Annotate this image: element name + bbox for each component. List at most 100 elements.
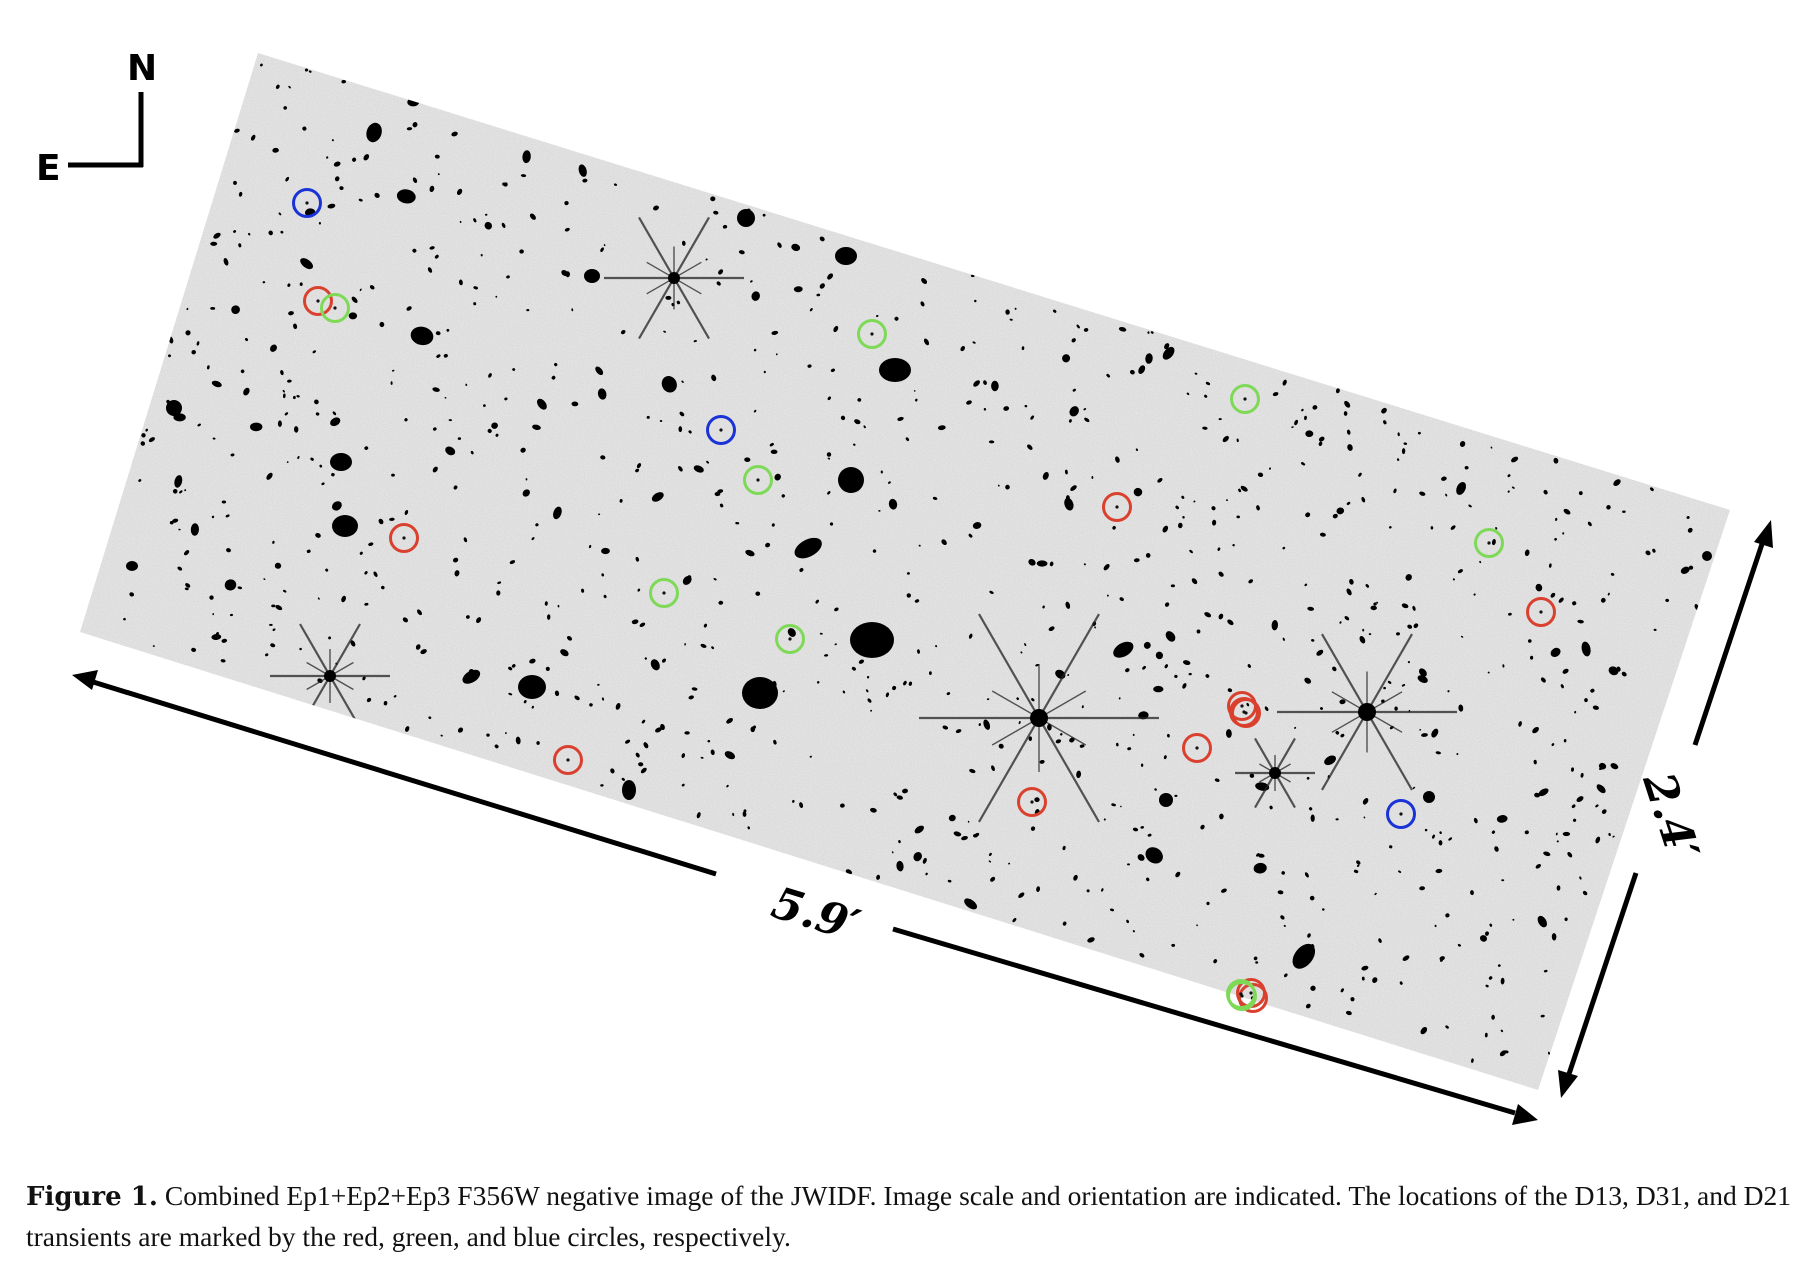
faint-source [174,475,183,488]
faint-source [1164,343,1170,350]
faint-source [502,182,506,186]
faint-source [1305,1003,1311,1009]
transient-source-dot [333,306,337,310]
faint-source [620,329,626,335]
faint-source [1396,632,1400,636]
faint-source [250,134,256,141]
faint-source [1473,593,1476,596]
faint-source [1304,872,1309,878]
faint-source [138,479,142,482]
faint-source [1283,924,1286,927]
faint-source [713,210,719,215]
d21-marker [1386,799,1416,829]
faint-source [1374,892,1377,896]
faint-source [1508,612,1512,616]
faint-source [318,222,322,225]
transient-source-dot [1243,397,1247,401]
d31-marker [320,293,350,323]
faint-source [314,399,319,405]
faint-source [679,411,685,417]
faint-source [1018,721,1021,725]
faint-source [373,571,378,577]
faint-source [412,248,417,253]
faint-source [1383,420,1387,425]
faint-source [1497,964,1501,967]
faint-source [619,499,623,503]
faint-source [1491,1014,1495,1020]
faint-source [237,586,243,590]
faint-source [1181,495,1185,499]
faint-source [1030,826,1036,831]
faint-source [742,811,747,817]
faint-source [434,254,439,259]
faint-source [1398,870,1402,873]
faint-source [1339,699,1346,705]
faint-source [196,341,200,346]
faint-source [391,473,395,477]
faint-source [946,692,951,696]
faint-source [601,573,605,577]
faint-source [1310,985,1316,991]
faint-source [840,803,845,808]
faint-source [285,176,290,182]
faint-source [1500,977,1505,985]
faint-source [336,501,342,507]
faint-source [532,424,541,431]
faint-source [129,592,135,597]
faint-source [415,644,421,650]
faint-source [191,647,197,653]
faint-source [610,768,615,774]
faint-source [315,532,321,538]
faint-source [819,632,823,635]
faint-source [693,340,697,343]
faint-source [1024,404,1028,408]
faint-source [829,522,834,526]
faint-source [1529,655,1534,660]
faint-source [1174,674,1178,679]
faint-source [1357,864,1360,868]
faint-source [638,762,644,767]
faint-source [1008,862,1011,865]
faint-source [1687,527,1693,533]
faint-source [726,717,733,724]
faint-source [827,457,831,460]
faint-source [383,701,388,706]
faint-source [809,308,813,312]
faint-source [190,523,200,536]
faint-source [589,703,593,707]
faint-source [681,240,686,246]
faint-source [1507,474,1511,478]
faint-source [713,578,717,581]
faint-source [186,307,189,311]
faint-source [1211,519,1217,526]
sky-field [80,53,1730,1090]
faint-source [1555,832,1558,836]
faint-source [1003,406,1010,411]
faint-source [1269,467,1271,470]
faint-source [696,812,701,819]
faint-source [914,599,920,603]
faint-source [1091,476,1094,479]
width-arrow-segment-2 [1565,872,1639,1078]
faint-source [224,579,237,591]
faint-source [1537,915,1547,928]
faint-source [1457,569,1463,574]
faint-source [1507,490,1510,493]
faint-source [209,595,214,600]
faint-source [646,415,650,419]
faint-source [1111,803,1116,807]
faint-source [948,814,956,822]
faint-source [1332,666,1337,672]
faint-source [1555,517,1558,521]
faint-source [1246,702,1250,707]
faint-source [1534,792,1541,798]
faint-source [1227,688,1233,693]
faint-source [1458,704,1464,712]
faint-source [366,697,372,703]
faint-source [955,729,962,734]
faint-source [777,242,782,248]
bright-galaxy [835,247,857,265]
faint-source [1345,1010,1352,1016]
faint-source [1318,441,1323,447]
faint-source [231,305,240,315]
